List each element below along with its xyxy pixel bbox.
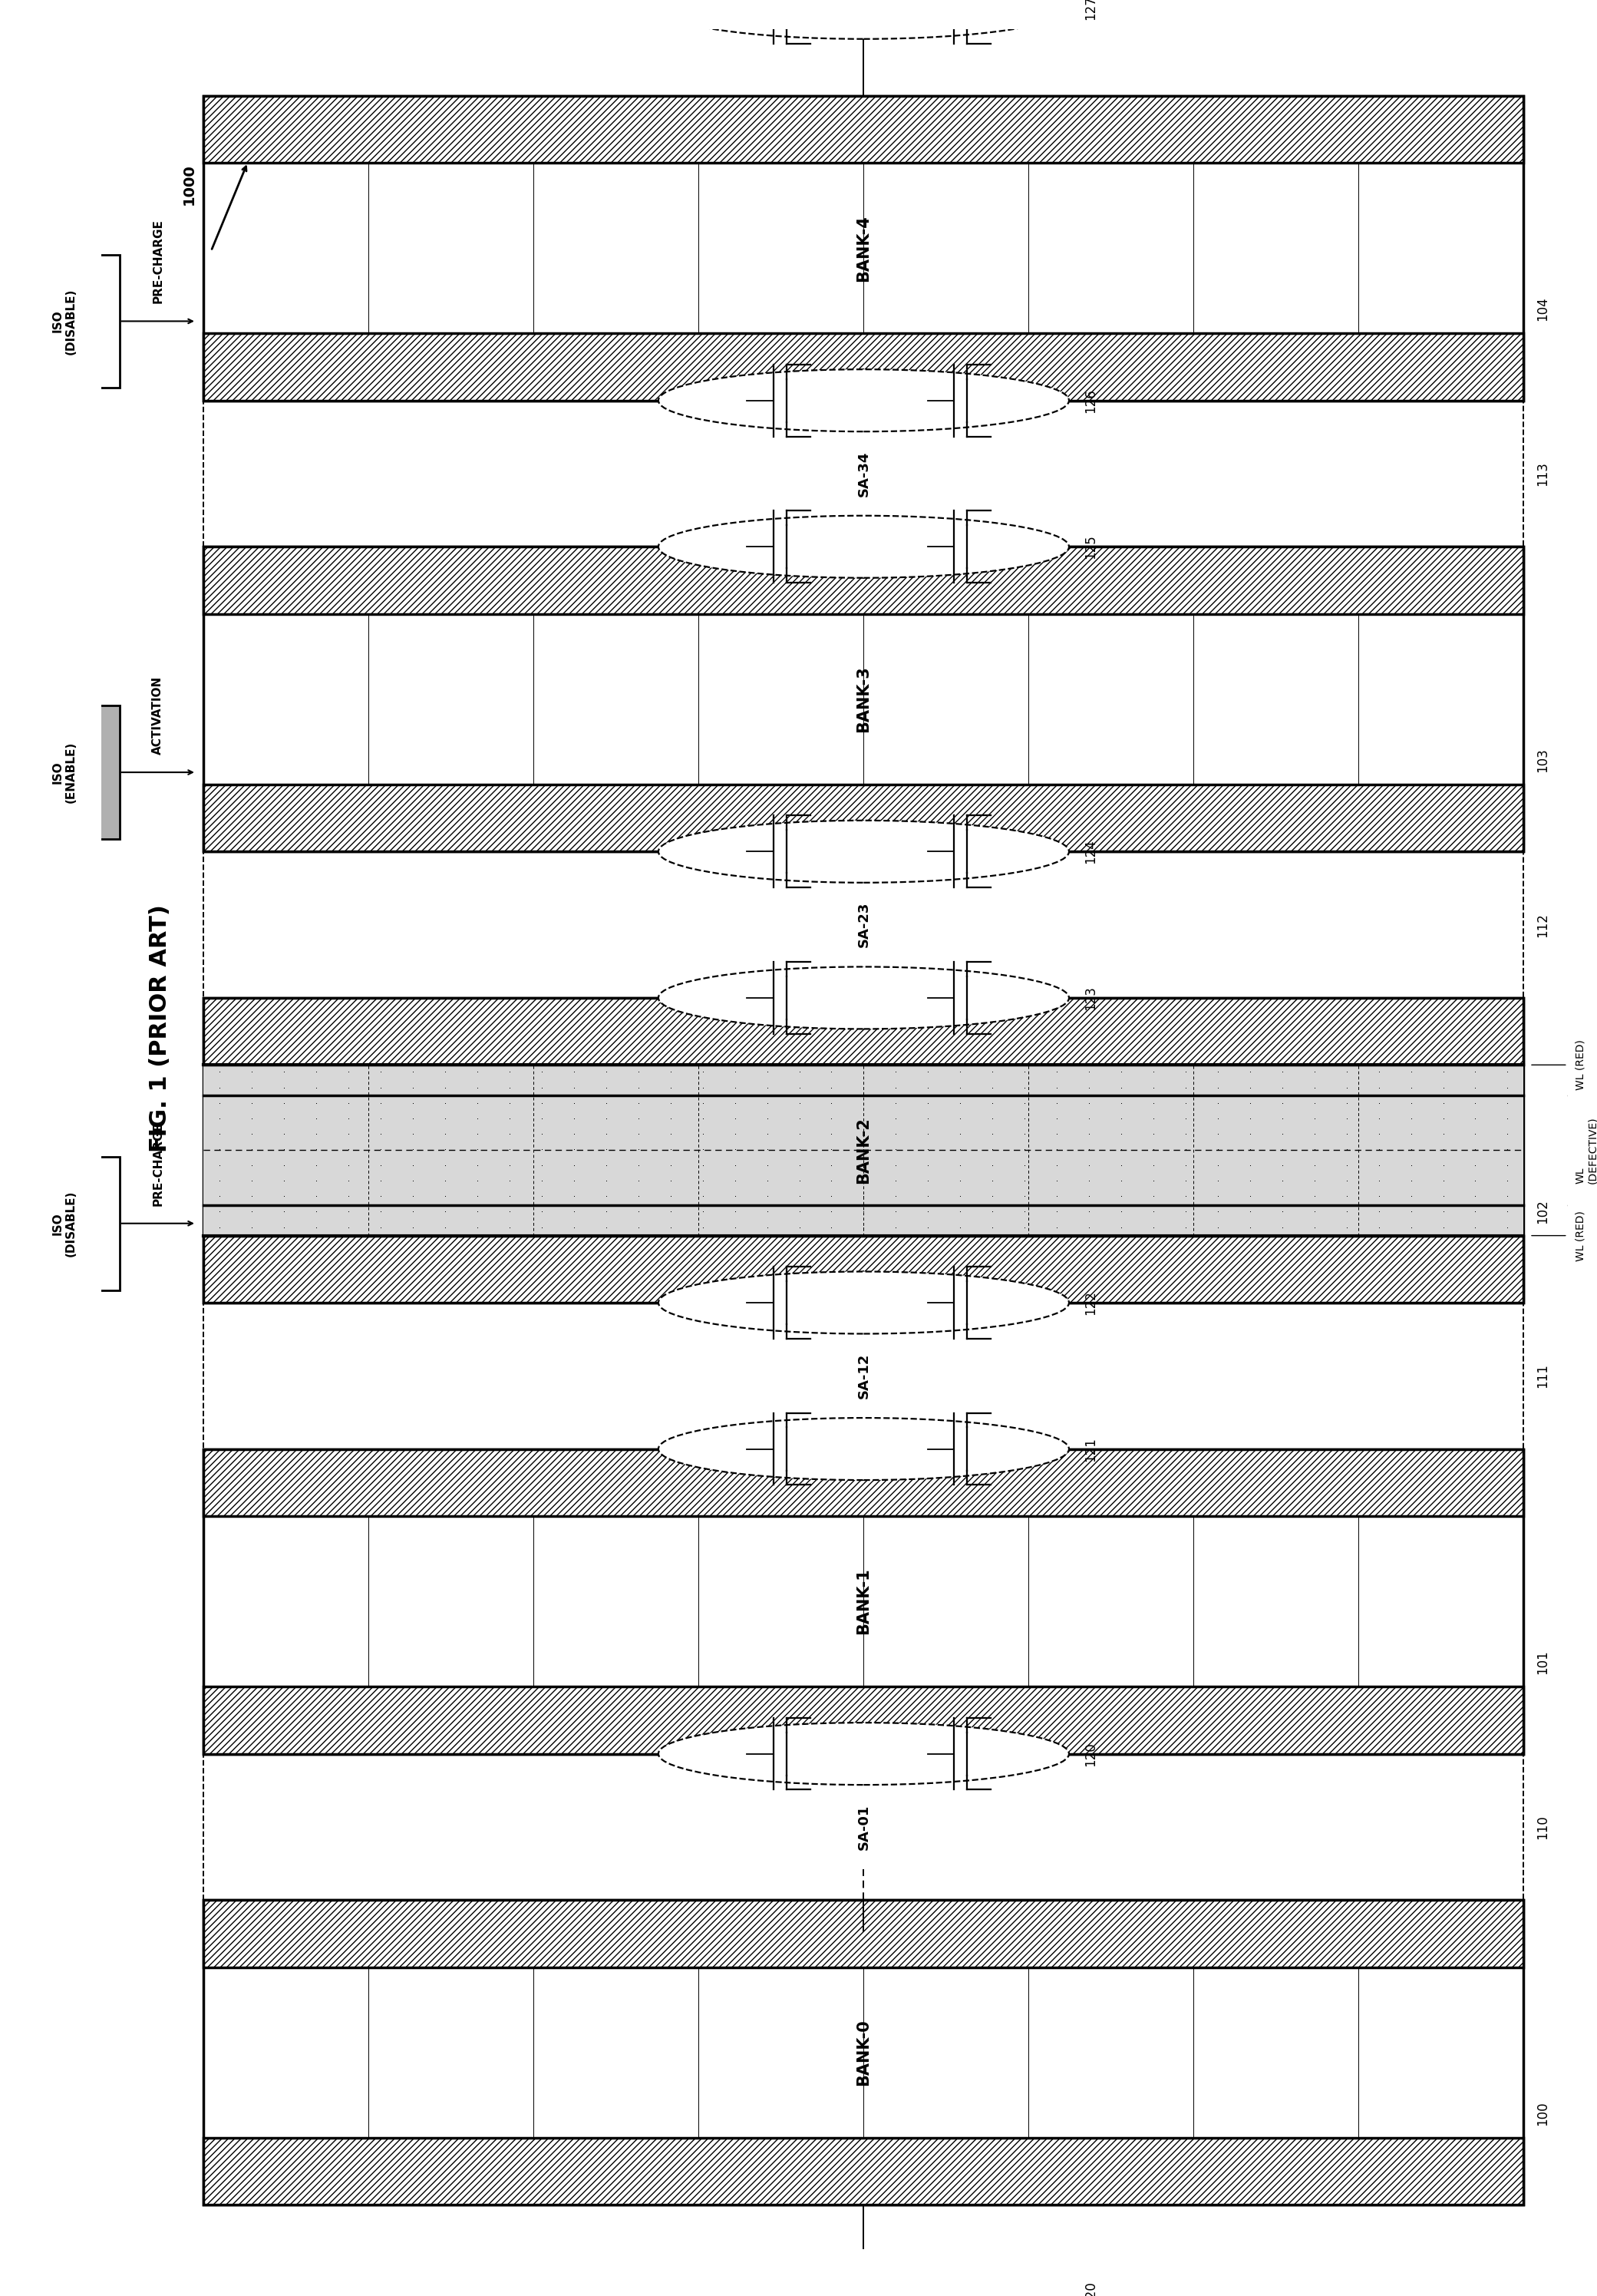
Bar <box>204 400 1524 546</box>
Bar <box>204 546 1524 613</box>
Bar <box>204 1065 1524 1235</box>
Text: 104: 104 <box>1535 296 1549 321</box>
Bar <box>204 1688 1524 1754</box>
Bar <box>204 1449 1524 1515</box>
Text: 1000: 1000 <box>182 163 196 204</box>
Bar <box>204 1302 1524 1449</box>
Bar <box>204 785 1524 852</box>
Ellipse shape <box>658 1419 1068 1481</box>
Text: 126: 126 <box>1084 388 1097 413</box>
Text: PRE-CHARGE: PRE-CHARGE <box>152 1120 163 1205</box>
Bar <box>204 1901 1524 2204</box>
Text: 121: 121 <box>1084 1437 1097 1460</box>
Text: 120: 120 <box>1084 2280 1097 2296</box>
Bar <box>204 2138 1524 2204</box>
Text: ISO
(ENABLE): ISO (ENABLE) <box>53 742 77 804</box>
Ellipse shape <box>658 2262 1068 2296</box>
Bar <box>204 96 1524 163</box>
Text: SA-12: SA-12 <box>856 1352 870 1398</box>
Text: WL
(DEFECTIVE): WL (DEFECTIVE) <box>1575 1116 1597 1185</box>
Bar <box>10 705 120 838</box>
Ellipse shape <box>658 967 1068 1029</box>
Ellipse shape <box>658 517 1068 579</box>
Text: 122: 122 <box>1084 1290 1097 1316</box>
Ellipse shape <box>658 1722 1068 1784</box>
Text: SA-34: SA-34 <box>856 450 870 496</box>
Ellipse shape <box>658 820 1068 882</box>
Text: BANK-2: BANK-2 <box>856 1116 872 1182</box>
Text: BANK-4: BANK-4 <box>856 216 872 282</box>
Text: 127: 127 <box>1084 0 1097 21</box>
Text: ISO
(DISABLE): ISO (DISABLE) <box>53 1189 77 1256</box>
Text: 102: 102 <box>1535 1199 1549 1224</box>
Text: 124: 124 <box>1084 840 1097 863</box>
Bar <box>10 1157 120 1290</box>
Bar <box>204 96 1524 400</box>
Bar <box>204 546 1524 852</box>
Text: 110: 110 <box>1535 1814 1549 1839</box>
Text: BANK-3: BANK-3 <box>856 666 872 732</box>
Ellipse shape <box>658 370 1068 432</box>
Bar <box>204 999 1524 1065</box>
Text: SA-01: SA-01 <box>856 1805 870 1851</box>
Text: 101: 101 <box>1535 1651 1549 1674</box>
Text: WL (RED): WL (RED) <box>1575 1040 1586 1091</box>
Text: 113: 113 <box>1535 461 1549 487</box>
Bar <box>204 1235 1524 1302</box>
Ellipse shape <box>658 0 1068 39</box>
Text: WL (RED): WL (RED) <box>1575 1210 1586 1261</box>
Bar <box>204 333 1524 400</box>
Bar <box>204 852 1524 999</box>
Text: ISO
(DISABLE): ISO (DISABLE) <box>53 287 77 354</box>
Bar <box>10 255 120 388</box>
Bar <box>204 1754 1524 1901</box>
Text: 103: 103 <box>1535 748 1549 771</box>
Bar <box>204 1901 1524 1968</box>
Bar <box>204 999 1524 1302</box>
Bar <box>204 1449 1524 1754</box>
Text: 100: 100 <box>1535 2101 1549 2126</box>
Text: PRE-CHARGE: PRE-CHARGE <box>152 218 163 303</box>
Text: 112: 112 <box>1535 912 1549 937</box>
Text: FIG. 1 (PRIOR ART): FIG. 1 (PRIOR ART) <box>149 905 171 1153</box>
Text: ACTIVATION: ACTIVATION <box>152 675 163 755</box>
Text: 123: 123 <box>1084 985 1097 1010</box>
Text: 111: 111 <box>1535 1364 1549 1389</box>
Ellipse shape <box>658 1272 1068 1334</box>
Text: BANK-1: BANK-1 <box>856 1568 872 1635</box>
Text: 120: 120 <box>1084 1743 1097 1766</box>
Text: SA-23: SA-23 <box>856 902 870 948</box>
Text: 125: 125 <box>1084 535 1097 558</box>
Text: BANK-0: BANK-0 <box>856 2018 872 2085</box>
